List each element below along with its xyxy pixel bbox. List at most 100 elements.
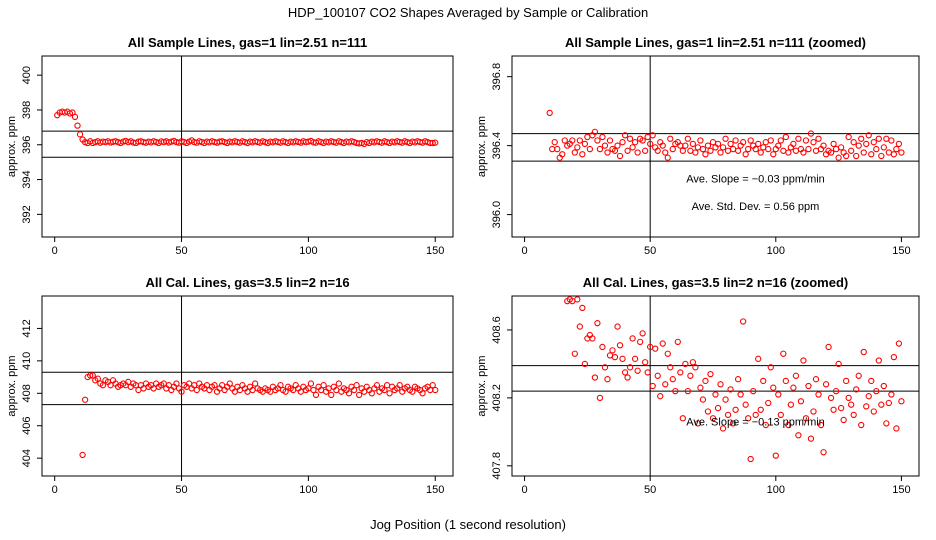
y-tick-label: 410 (21, 352, 33, 370)
data-point (802, 415, 810, 422)
data-point (729, 420, 737, 427)
data-point (707, 370, 714, 378)
data-point (667, 135, 674, 142)
data-point (734, 376, 742, 383)
data-point (599, 343, 606, 351)
data-point (782, 133, 789, 141)
data-point (679, 147, 686, 154)
data-point (682, 142, 689, 149)
data-point (898, 398, 905, 405)
data-point (765, 145, 772, 153)
data-point (775, 391, 782, 398)
x-tick-label: 100 (299, 484, 317, 496)
data-point (752, 145, 759, 153)
data-point (885, 149, 893, 156)
data-point (858, 135, 865, 142)
data-point (659, 340, 666, 347)
data-point (571, 149, 578, 156)
data-point (795, 432, 802, 439)
data-point (747, 137, 754, 144)
data-point (81, 396, 89, 403)
x-tick-label: 50 (644, 484, 656, 496)
data-point (611, 147, 619, 154)
data-point (687, 372, 694, 379)
data-point (757, 149, 764, 156)
panel-title: All Cal. Lines, gas=3.5 lin=2 n=16 (145, 275, 349, 290)
data-point (810, 408, 817, 415)
data-point (704, 408, 712, 415)
y-axis-label: approx. ppm (6, 355, 18, 416)
data-point (727, 386, 734, 393)
data-point (795, 135, 802, 142)
data-point (178, 388, 185, 395)
data-point (94, 375, 101, 382)
data-point (760, 377, 767, 385)
data-point (895, 140, 903, 148)
data-point (639, 137, 646, 144)
data-point (787, 401, 795, 408)
data-point (812, 376, 820, 383)
x-tick-label: 0 (52, 484, 58, 496)
data-point (386, 390, 393, 397)
data-point (624, 374, 631, 381)
data-point (692, 149, 699, 156)
data-point (551, 139, 558, 146)
data-point (629, 335, 636, 342)
data-point (692, 364, 699, 371)
data-point (687, 147, 694, 154)
data-point (785, 421, 792, 429)
y-tick-label: 408 (21, 384, 33, 402)
data-point (792, 372, 800, 379)
data-point (840, 416, 847, 424)
data-point (873, 387, 880, 395)
data-point (697, 384, 704, 391)
data-point (848, 147, 855, 154)
data-point (805, 382, 812, 390)
data-point (226, 380, 233, 387)
data-point (893, 145, 900, 153)
data-point (353, 382, 360, 389)
data-point (689, 140, 697, 148)
data-point (654, 372, 661, 379)
data-point (664, 350, 671, 357)
data-point (429, 139, 436, 147)
data-point (755, 140, 762, 148)
data-point (707, 147, 714, 154)
plot-frame (41, 55, 454, 238)
y-tick-label: 396 (21, 136, 33, 154)
data-point (732, 137, 739, 144)
data-point (842, 377, 850, 385)
data-point (621, 132, 629, 139)
y-tick-label: 407.8 (491, 452, 503, 480)
data-point (727, 140, 734, 148)
data-point (584, 133, 591, 141)
annotation-text: Ave. Std. Dev. = 0.56 ppm (692, 201, 820, 213)
data-point (601, 142, 609, 149)
data-point (689, 359, 697, 366)
data-point (335, 380, 342, 387)
data-point (827, 149, 835, 156)
data-point (878, 401, 885, 408)
x-tick-label: 0 (521, 484, 527, 496)
data-point (569, 137, 576, 144)
data-point (251, 380, 259, 387)
data-point (830, 140, 837, 148)
data-point (880, 144, 887, 151)
x-tick-label: 150 (426, 245, 444, 257)
data-point (752, 411, 759, 419)
data-point (647, 140, 654, 148)
data-point (865, 393, 872, 400)
data-point (805, 145, 812, 153)
data-point (631, 355, 639, 362)
data-point (739, 139, 747, 146)
data-point (571, 350, 578, 357)
data-point (762, 421, 769, 429)
data-point (624, 147, 631, 154)
data-point (310, 386, 317, 394)
data-point (626, 364, 634, 371)
data-point (770, 151, 777, 158)
data-point (432, 386, 439, 394)
y-tick-label: 396.4 (491, 132, 503, 160)
data-point (429, 382, 436, 389)
data-point (810, 139, 817, 146)
